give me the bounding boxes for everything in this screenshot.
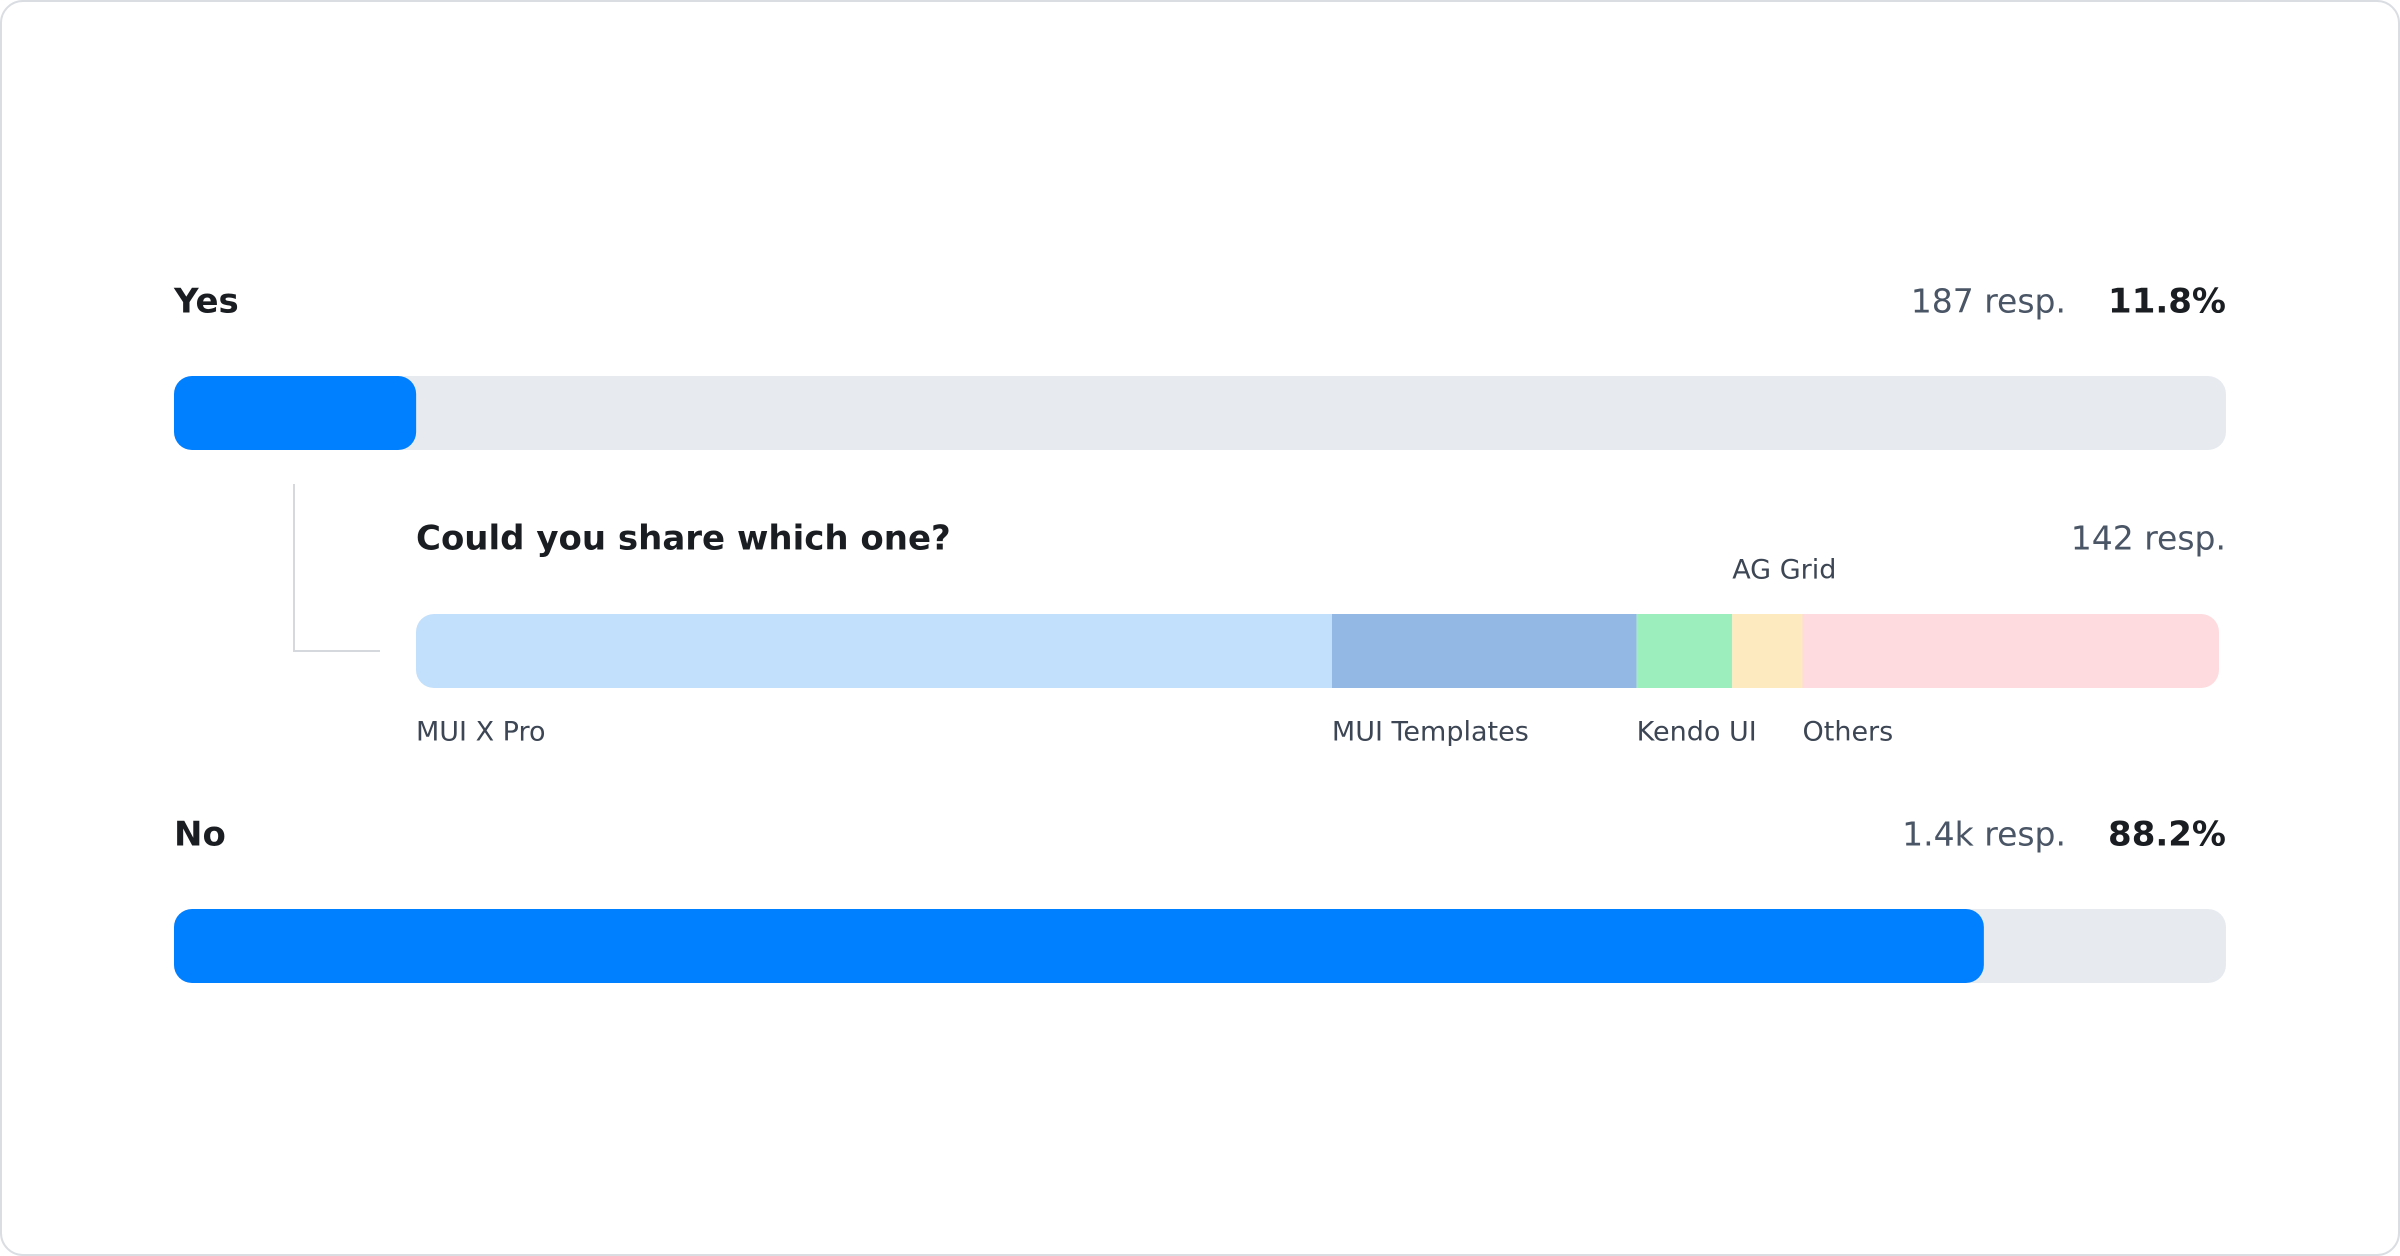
- segment: [1802, 614, 2219, 688]
- option-label: No: [174, 815, 226, 855]
- segment: [416, 614, 1332, 688]
- followup-question: Could you share which one?: [416, 519, 951, 559]
- option-responses: 187 resp.: [1911, 282, 2066, 321]
- segment-label: Others: [1803, 717, 1894, 748]
- followup-responses: 142 resp.: [2071, 519, 2226, 558]
- segment-label: MUI X Pro: [416, 717, 546, 748]
- option-percent: 11.8%: [2108, 282, 2226, 322]
- option-percent: 88.2%: [2108, 815, 2226, 855]
- segment-label: MUI Templates: [1332, 717, 1529, 748]
- option-label: Yes: [173, 282, 239, 322]
- bar: [174, 376, 417, 450]
- bar-track: [174, 376, 2226, 450]
- segment: [1331, 614, 1637, 688]
- segment-label: AG Grid: [1732, 555, 1836, 586]
- connector: [293, 484, 380, 652]
- segment: [1636, 614, 1733, 688]
- bar: [174, 909, 1984, 983]
- option-responses: 1.4k resp.: [1902, 815, 2066, 854]
- segment: [1732, 614, 1803, 688]
- segment-label: Kendo UI: [1637, 717, 1757, 748]
